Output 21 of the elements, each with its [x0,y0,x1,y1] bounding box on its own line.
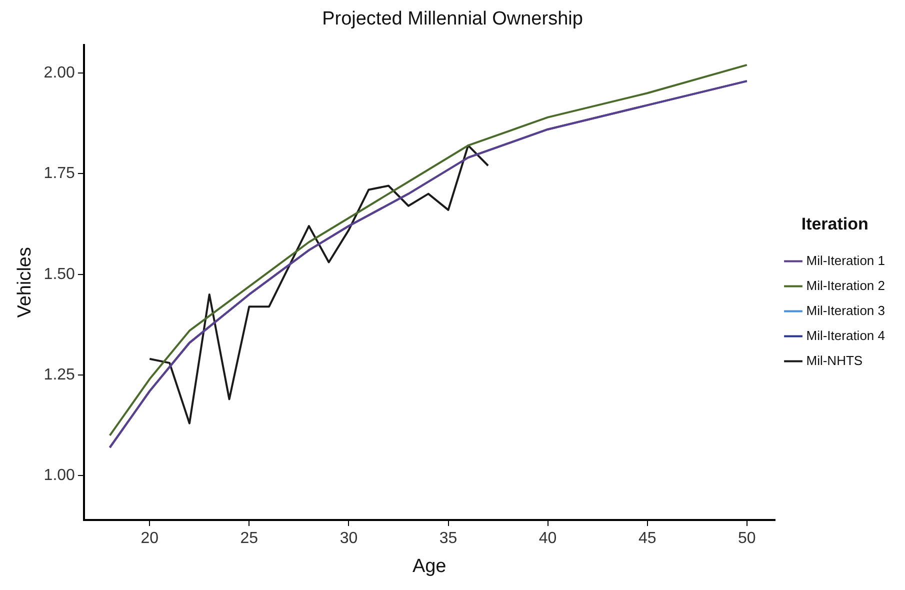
y-tick-label: 1.00 [44,467,76,484]
legend-label: Mil-Iteration 2 [806,278,885,293]
x-tick-label: 40 [538,530,557,548]
x-tick-label: 45 [638,530,656,548]
y-tick-label: 1.25 [44,366,76,384]
legend-label: Mil-Iteration 1 [806,252,885,268]
x-axis-title: Age [412,556,446,577]
y-tick-label: 2.00 [44,64,76,82]
y-tick-label: 1.50 [44,266,76,283]
legend-label: Mil-Iteration 4 [806,328,885,343]
legend-label: Mil-NHTS [806,352,863,368]
x-tick-label: 20 [140,530,159,548]
x-tick-label: 50 [738,530,756,548]
y-tick-label: 1.75 [44,165,76,182]
x-tick-label: 35 [439,530,458,548]
x-tick-label: 25 [240,530,258,548]
legend-label: Mil-Iteration 3 [806,302,885,318]
chart-title: Projected Millennial Ownership [322,8,583,30]
y-axis-title: Vehicles [14,247,36,318]
x-tick-label: 30 [340,530,358,548]
legend-title: Iteration [801,214,868,234]
